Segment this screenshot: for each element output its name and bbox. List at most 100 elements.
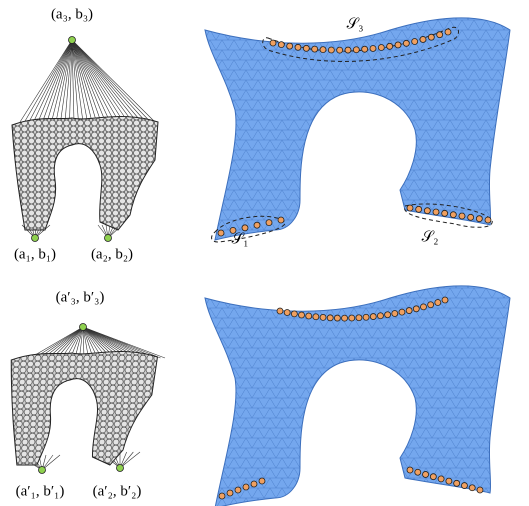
point bbox=[243, 484, 249, 490]
point bbox=[459, 213, 465, 219]
point bbox=[313, 314, 319, 320]
set-label: 𝒮₁ bbox=[232, 231, 249, 247]
apex-label: (a′₃, b′₃) bbox=[56, 289, 105, 305]
point bbox=[295, 44, 301, 50]
point bbox=[424, 208, 430, 214]
point bbox=[416, 206, 422, 212]
fan-line bbox=[38, 40, 72, 122]
point bbox=[403, 40, 409, 46]
point bbox=[428, 302, 434, 308]
point bbox=[469, 485, 475, 491]
point bbox=[278, 42, 284, 48]
point bbox=[407, 205, 413, 211]
point bbox=[446, 478, 452, 484]
fan-line bbox=[72, 40, 151, 122]
point bbox=[277, 308, 283, 314]
point bbox=[349, 315, 355, 321]
point bbox=[218, 230, 224, 236]
point bbox=[430, 474, 436, 480]
point bbox=[385, 312, 391, 318]
point bbox=[242, 225, 248, 231]
point bbox=[327, 315, 333, 321]
point bbox=[312, 46, 318, 52]
set-label: 𝒮₂ bbox=[422, 229, 439, 245]
point bbox=[251, 481, 257, 487]
point bbox=[334, 315, 340, 321]
point bbox=[287, 43, 293, 49]
point bbox=[428, 34, 434, 40]
point bbox=[412, 38, 418, 44]
fan-line bbox=[25, 40, 73, 122]
point bbox=[235, 487, 241, 493]
anchor-point bbox=[105, 235, 112, 242]
point bbox=[303, 45, 309, 51]
point bbox=[454, 480, 460, 486]
point bbox=[270, 40, 276, 46]
point bbox=[320, 47, 326, 53]
point bbox=[438, 476, 444, 482]
set-label: 𝒮₃ bbox=[347, 16, 364, 32]
point bbox=[337, 47, 343, 53]
point bbox=[413, 306, 419, 312]
point bbox=[278, 217, 284, 223]
point bbox=[423, 471, 429, 477]
figure: (a₃, b₃) (a₁, b₁) (a₂, b₂) 𝒮₃ 𝒮₁ 𝒮₂ (a′₃… bbox=[0, 0, 529, 506]
point bbox=[345, 47, 351, 53]
point bbox=[378, 45, 384, 51]
point bbox=[395, 42, 401, 48]
point bbox=[392, 311, 398, 317]
anchor-point bbox=[69, 37, 76, 44]
anchor-label: (a₂, b₂) bbox=[91, 246, 133, 262]
point bbox=[442, 297, 448, 303]
point bbox=[353, 47, 359, 53]
gray-mesh bbox=[12, 117, 158, 230]
point bbox=[356, 315, 362, 321]
point bbox=[468, 214, 474, 220]
point bbox=[377, 313, 383, 319]
point bbox=[420, 304, 426, 310]
point bbox=[320, 314, 326, 320]
point bbox=[476, 216, 482, 222]
fan-line bbox=[72, 40, 119, 122]
fan-line bbox=[72, 40, 128, 122]
point bbox=[219, 493, 225, 499]
anchor-point bbox=[32, 235, 39, 242]
anchor-label: (a′₁, b′₁) bbox=[16, 483, 65, 499]
point bbox=[399, 309, 405, 315]
fan-line bbox=[72, 40, 142, 122]
point bbox=[362, 46, 368, 52]
point bbox=[461, 483, 467, 489]
point bbox=[254, 222, 260, 228]
point bbox=[477, 487, 483, 493]
point bbox=[437, 32, 443, 38]
point bbox=[407, 467, 413, 473]
point bbox=[450, 212, 456, 218]
gray-mesh bbox=[4, 352, 158, 465]
point bbox=[370, 45, 376, 51]
point bbox=[306, 313, 312, 319]
fan-line bbox=[72, 40, 101, 122]
point bbox=[328, 47, 334, 53]
anchor-point bbox=[39, 467, 46, 474]
anchor-label: (a′₂, b′₂) bbox=[93, 483, 142, 499]
point bbox=[266, 220, 272, 226]
point bbox=[370, 314, 376, 320]
point bbox=[415, 469, 421, 475]
point bbox=[442, 210, 448, 216]
point bbox=[259, 478, 265, 484]
point bbox=[435, 299, 441, 305]
point bbox=[284, 310, 290, 316]
anchor-point bbox=[117, 465, 124, 472]
point bbox=[387, 43, 393, 49]
point bbox=[445, 29, 451, 35]
fan-line bbox=[72, 40, 115, 122]
apex-label: (a₃, b₃) bbox=[51, 6, 93, 22]
point bbox=[363, 314, 369, 320]
fan-line bbox=[43, 40, 73, 122]
fan-line bbox=[52, 40, 73, 122]
fan-line bbox=[72, 40, 146, 122]
point bbox=[406, 308, 412, 314]
point bbox=[299, 312, 305, 318]
point bbox=[227, 490, 233, 496]
point bbox=[433, 209, 439, 215]
